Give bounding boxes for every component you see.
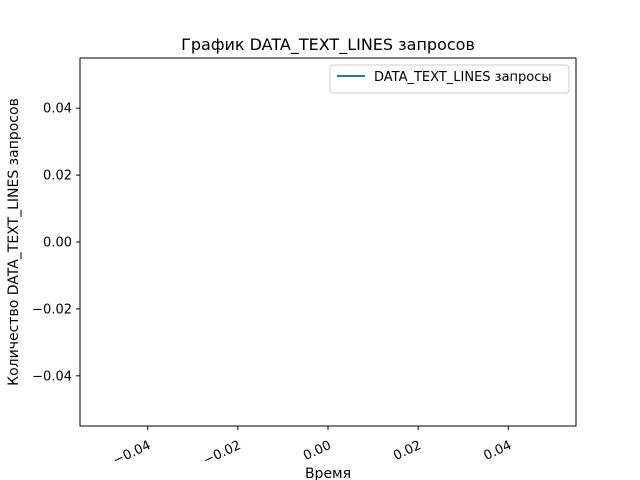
legend-series-label: DATA_TEXT_LINES запросы bbox=[374, 70, 552, 85]
y-tick-label: −0.04 bbox=[32, 369, 72, 384]
y-axis-label: Количество DATA_TEXT_LINES запросов bbox=[6, 98, 22, 386]
x-axis-label: Время bbox=[305, 466, 351, 480]
y-tick-label: −0.02 bbox=[32, 302, 72, 317]
y-tick-label: 0.00 bbox=[43, 236, 72, 251]
y-axis-ticks: −0.04 −0.02 0.00 0.02 0.04 bbox=[32, 102, 80, 384]
y-tick-label: 0.04 bbox=[43, 102, 72, 117]
legend: DATA_TEXT_LINES запросы bbox=[329, 64, 570, 94]
y-tick-label: 0.02 bbox=[43, 169, 72, 184]
legend-box bbox=[329, 64, 570, 94]
chart-title: График DATA_TEXT_LINES запросов bbox=[181, 35, 475, 55]
